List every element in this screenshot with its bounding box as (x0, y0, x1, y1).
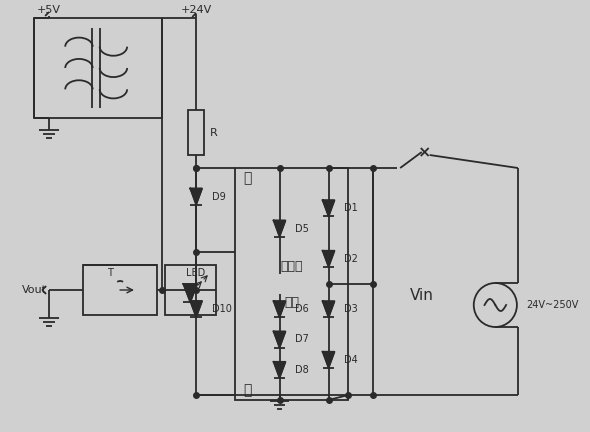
Polygon shape (274, 331, 286, 347)
Polygon shape (274, 362, 286, 378)
Text: D7: D7 (295, 334, 309, 344)
Polygon shape (191, 301, 202, 317)
Bar (235, 168, 348, 400)
Text: 极性: 极性 (284, 295, 299, 308)
Text: D1: D1 (345, 203, 358, 213)
Polygon shape (183, 284, 197, 302)
Text: D3: D3 (345, 304, 358, 314)
Bar (34, 18, 162, 118)
Text: 转换后: 转换后 (281, 260, 303, 273)
Text: Vout: Vout (22, 285, 47, 295)
Text: D8: D8 (295, 365, 309, 375)
Text: 24V~250V: 24V~250V (527, 300, 579, 310)
Polygon shape (323, 352, 335, 368)
Text: T: T (107, 268, 113, 278)
Polygon shape (323, 301, 335, 317)
Text: R: R (210, 127, 218, 137)
Text: D6: D6 (295, 304, 309, 314)
Text: D4: D4 (345, 355, 358, 365)
Text: Vin: Vin (410, 288, 434, 302)
Text: D9: D9 (212, 191, 225, 201)
Bar (165, 265, 216, 315)
Polygon shape (274, 220, 286, 236)
Polygon shape (323, 200, 335, 216)
Polygon shape (274, 301, 286, 317)
Text: D10: D10 (212, 304, 232, 314)
Text: ＋: ＋ (243, 383, 251, 397)
Text: D5: D5 (295, 223, 309, 234)
Text: D2: D2 (345, 254, 358, 264)
Bar (188, 110, 204, 155)
Text: －: － (243, 171, 251, 185)
Bar (83, 265, 157, 315)
Polygon shape (323, 251, 335, 267)
Text: LED: LED (186, 268, 205, 278)
Text: +24V: +24V (181, 5, 212, 15)
Polygon shape (191, 188, 202, 204)
Text: +5V: +5V (37, 5, 61, 15)
